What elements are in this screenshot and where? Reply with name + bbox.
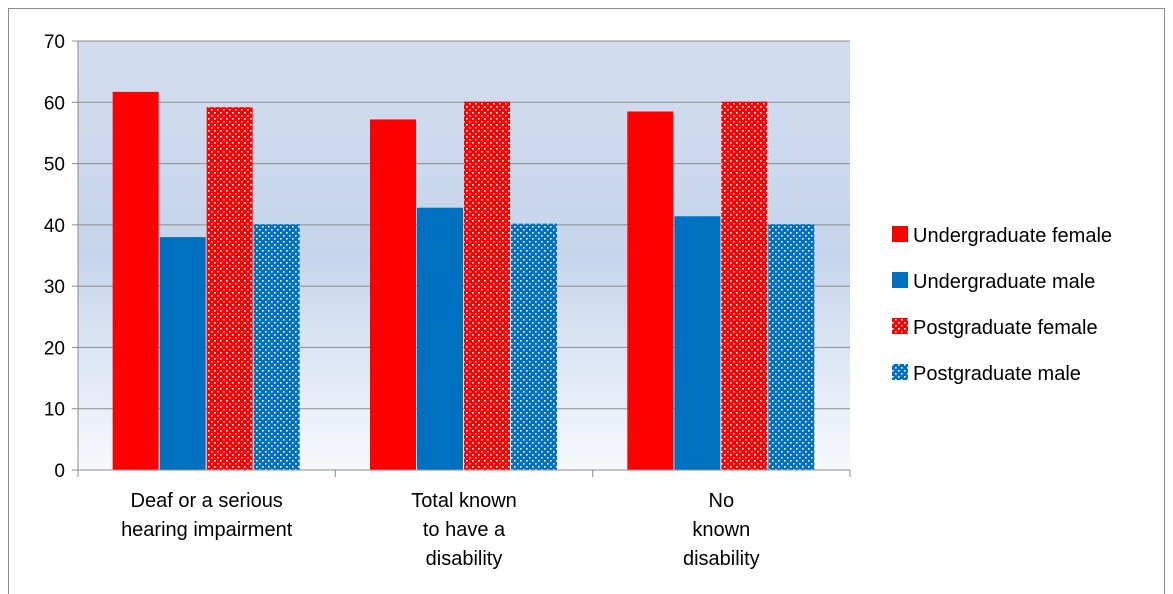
y-tick-label: 60: [44, 93, 65, 114]
bar: [511, 223, 557, 470]
bar: [464, 101, 510, 471]
legend-swatch: [892, 318, 908, 334]
bar: [768, 224, 815, 470]
x-category-label: Deaf or a serious: [131, 490, 283, 512]
x-category-label: No: [709, 490, 735, 512]
x-category-label: disability: [426, 548, 503, 570]
x-category-label: hearing impairment: [121, 519, 293, 541]
x-category-label: Total known: [411, 490, 517, 512]
x-category-label: to have a: [423, 519, 506, 541]
bar: [674, 216, 721, 470]
legend-swatch: [892, 272, 908, 288]
bar: [417, 207, 463, 470]
y-tick-label: 20: [44, 338, 65, 359]
legend-label: Undergraduate male: [913, 271, 1095, 293]
bar: [370, 119, 416, 471]
legend-swatch: [892, 226, 908, 242]
bars: [112, 91, 815, 471]
x-category-label: disability: [683, 548, 760, 570]
bar: [627, 111, 674, 470]
x-category-label: known: [692, 519, 750, 541]
bar: [112, 91, 159, 471]
y-tick-label: 0: [54, 461, 65, 482]
axis-labels: 0 10 20 30 40 50 60 70 Deaf or a serious hearing …: [44, 32, 760, 570]
bar: [721, 101, 768, 471]
y-tick-label: 10: [44, 400, 65, 421]
y-tick-label: 50: [44, 155, 65, 176]
y-tick-label: 40: [44, 216, 65, 237]
bar: [159, 237, 206, 470]
legend: Undergraduate female Undergraduate male Po…: [892, 225, 1112, 385]
legend-label: Postgraduate male: [913, 363, 1081, 385]
legend-label: Postgraduate female: [913, 317, 1098, 339]
y-tick-label: 30: [44, 277, 65, 298]
y-tick-label: 70: [44, 32, 65, 53]
axes: [72, 40, 851, 477]
legend-swatch: [892, 364, 908, 380]
legend-label: Undergraduate female: [913, 225, 1112, 247]
bar: [206, 107, 253, 470]
bar: [253, 224, 300, 470]
